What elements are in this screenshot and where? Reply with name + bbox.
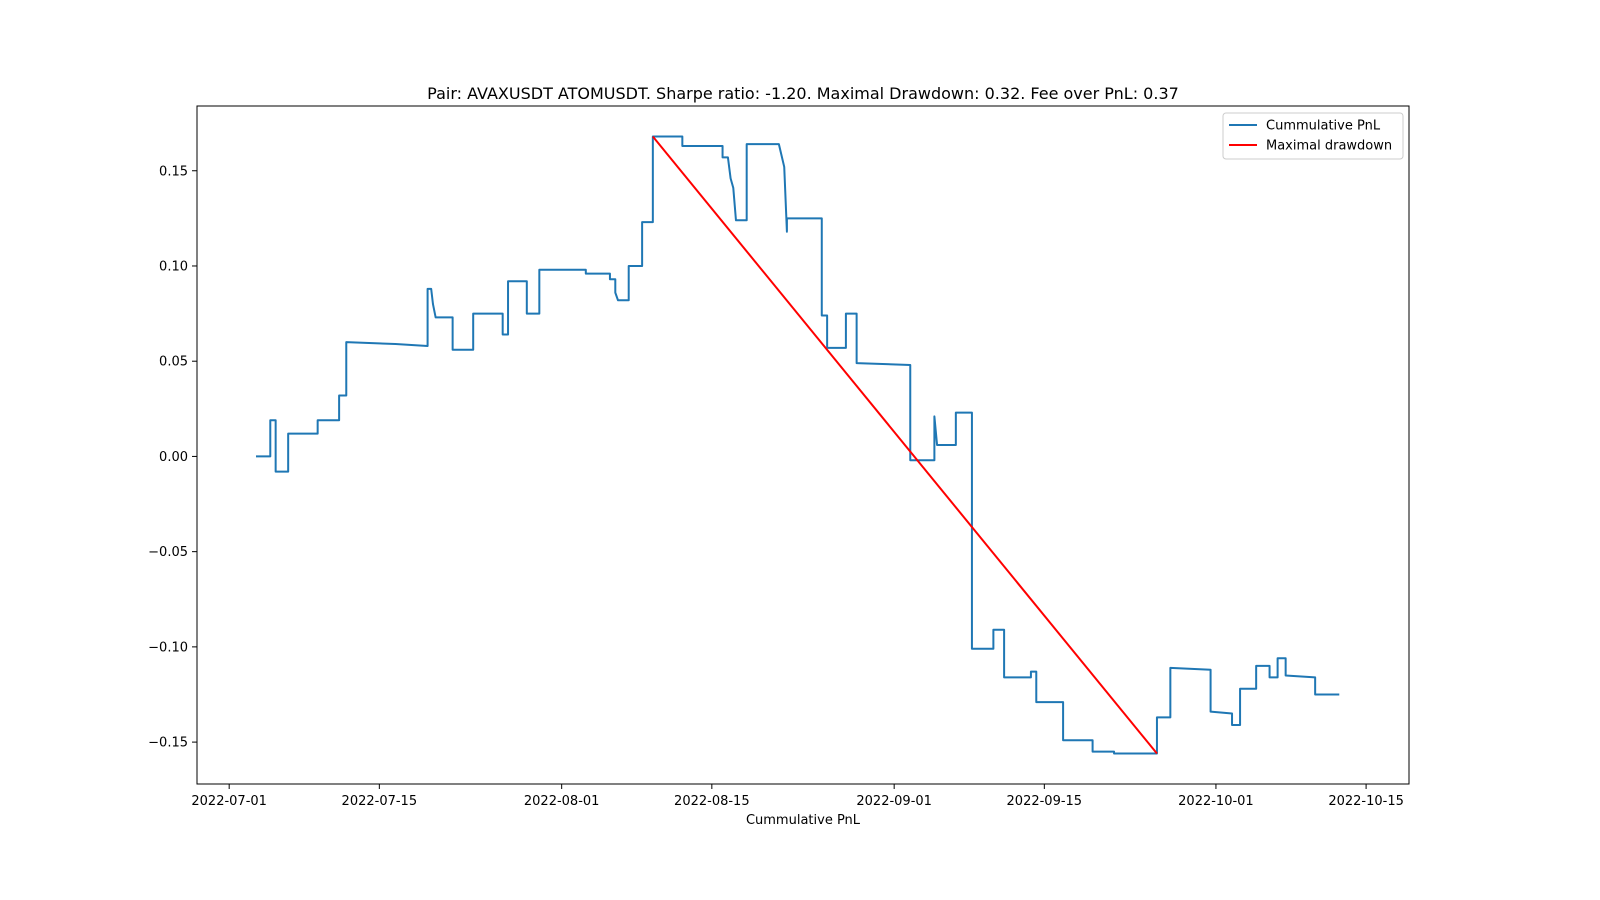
x-tick-label: 2022-07-15 (342, 794, 418, 809)
plot-area (255, 135, 1340, 755)
y-tick-label: 0.00 (159, 450, 188, 465)
chart-title: Pair: AVAXUSDT ATOMUSDT. Sharpe ratio: -… (427, 84, 1179, 103)
x-axis-label: Cummulative PnL (746, 813, 861, 828)
legend-box (1222, 112, 1404, 160)
series-line-maximal-drawdown (652, 135, 1158, 755)
x-axis: 2022-07-01 2022-07-15 2022-08-01 2022-08-15… (191, 784, 1404, 809)
y-tick-label: 0.05 (159, 355, 188, 370)
y-tick-label: −0.05 (148, 545, 188, 560)
y-tick-label: −0.15 (148, 736, 188, 751)
x-tick-label: 2022-09-01 (856, 794, 932, 809)
legend-label: Maximal drawdown (1266, 139, 1392, 154)
x-tick-label: 2022-09-15 (1007, 794, 1083, 809)
x-tick-label: 2022-08-15 (674, 794, 750, 809)
plot-frame (196, 105, 1410, 785)
y-tick-label: 0.15 (159, 164, 188, 179)
series-line-cumulative-pnl (255, 135, 1340, 755)
x-tick-label: 2022-10-01 (1178, 794, 1254, 809)
legend: Cummulative PnL Maximal drawdown (1222, 112, 1404, 160)
x-tick-label: 2022-08-01 (524, 794, 600, 809)
x-tick-label: 2022-10-15 (1328, 794, 1404, 809)
y-tick-label: 0.10 (159, 259, 188, 274)
legend-label: Cummulative PnL (1266, 119, 1381, 134)
y-tick-label: −0.10 (148, 640, 188, 655)
y-axis: 0.15 0.10 0.05 0.00 −0.05 −0.10 −0.15 (148, 164, 197, 751)
x-tick-label: 2022-07-01 (191, 794, 267, 809)
